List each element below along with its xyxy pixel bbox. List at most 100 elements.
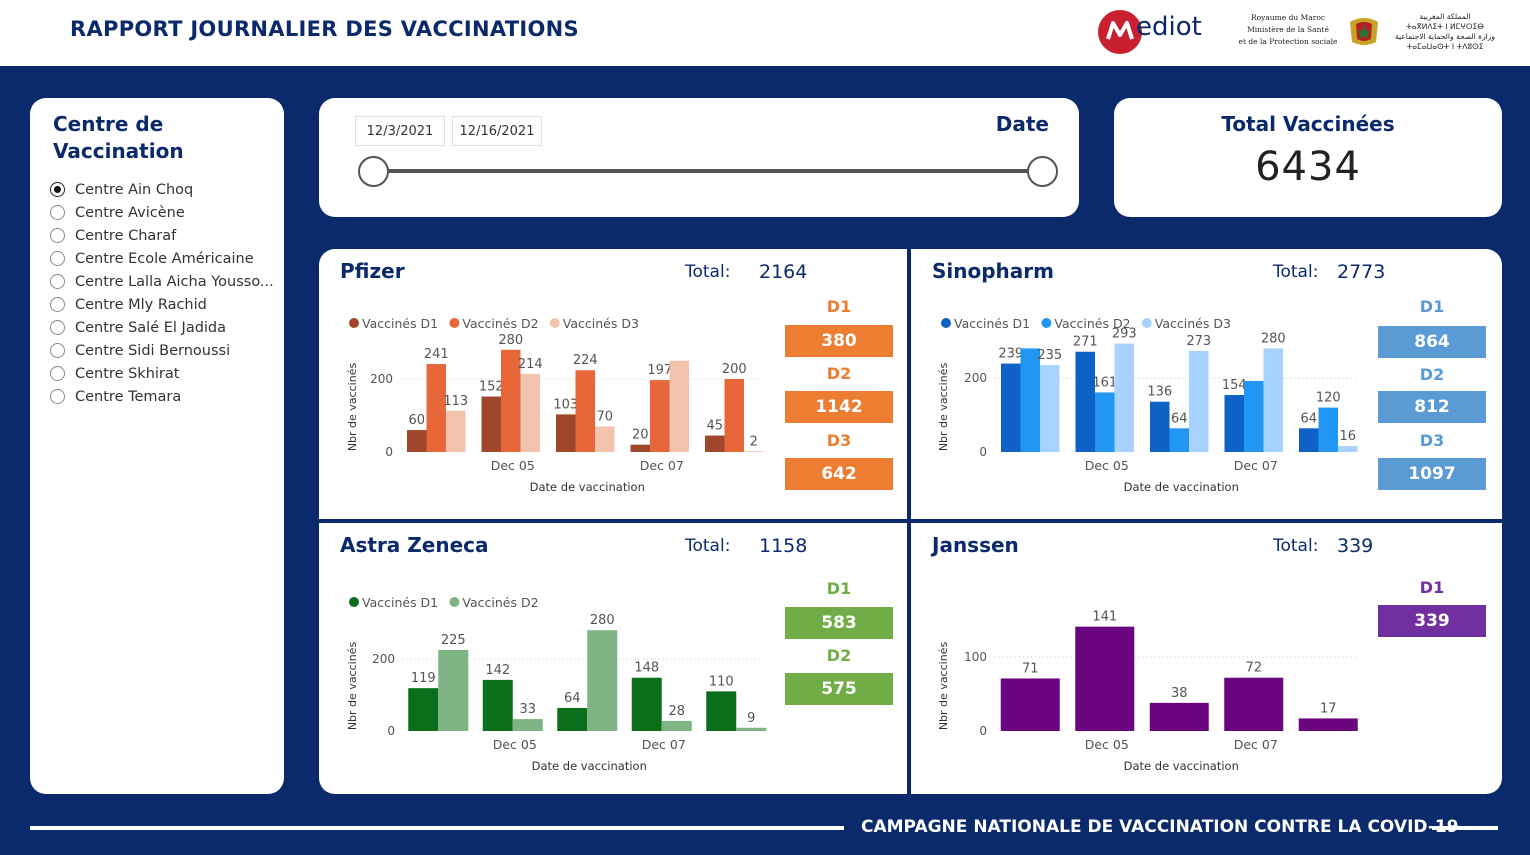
bar xyxy=(426,364,446,452)
header-bar: RAPPORT JOURNALIER DES VACCINATIONS edio… xyxy=(0,0,1530,66)
legend-marker-icon xyxy=(1141,318,1152,328)
data-label: 64 xyxy=(1171,411,1188,426)
data-label: 119 xyxy=(411,671,436,686)
sinopharm-total-label: Total: xyxy=(1273,262,1319,282)
y-axis-label: Nbr de vaccinés xyxy=(346,642,359,731)
y-axis-label: Nbr de vaccinés xyxy=(937,642,950,731)
date-slider-track[interactable] xyxy=(374,169,1044,173)
bar xyxy=(481,396,501,452)
bar xyxy=(1224,395,1244,452)
legend-label: Vaccinés D2 xyxy=(462,316,538,331)
ministry-logo-text: Royaume du Maroc Ministère de la Santé e… xyxy=(1238,13,1338,46)
data-label: 2 xyxy=(750,434,758,449)
pfizer-d2-value: 1142 xyxy=(785,391,893,423)
bar xyxy=(1298,718,1358,731)
bar xyxy=(1075,351,1095,452)
bar xyxy=(1244,380,1264,452)
legend-marker-icon xyxy=(1041,318,1052,328)
x-axis-label: Date de vaccination xyxy=(1124,759,1239,773)
astra-d2-label: D2 xyxy=(826,646,852,665)
x-tick-label: Dec 07 xyxy=(1234,458,1278,473)
bar xyxy=(587,630,618,731)
radio-button-icon[interactable] xyxy=(50,320,65,335)
x-axis-label: Date de vaccination xyxy=(530,480,645,494)
y-tick-label: 0 xyxy=(979,445,987,459)
radio-button-icon[interactable] xyxy=(50,274,65,289)
y-tick-label: 0 xyxy=(979,724,987,738)
astra-d1-label: D1 xyxy=(826,579,852,598)
x-tick-label: Dec 05 xyxy=(1085,458,1129,473)
bar xyxy=(408,688,439,731)
data-label: 38 xyxy=(1171,686,1188,701)
date-slicer-card: 12/3/2021 12/16/2021 Date xyxy=(319,98,1079,217)
astra-title: Astra Zeneca xyxy=(340,533,489,557)
center-option[interactable]: Centre Skhirat xyxy=(50,362,280,385)
data-label: 239 xyxy=(998,347,1023,362)
center-option[interactable]: Centre Ain Choq xyxy=(50,178,280,201)
radio-button-icon[interactable] xyxy=(50,182,65,197)
bar xyxy=(661,720,692,731)
center-option[interactable]: Centre Temara xyxy=(50,385,280,408)
x-tick-label: Dec 07 xyxy=(642,737,686,752)
bar xyxy=(1149,702,1209,731)
bar xyxy=(557,707,588,731)
x-axis-label: Date de vaccination xyxy=(1124,480,1239,494)
bar xyxy=(575,370,595,452)
data-label: 9 xyxy=(747,711,755,726)
start-date-input[interactable]: 12/3/2021 xyxy=(355,116,445,146)
data-label: 225 xyxy=(441,633,466,648)
janssen-panel: 0 100 Nbr de vaccinés Date de vaccination De… xyxy=(911,523,1502,794)
center-option[interactable]: Centre Mly Rachid xyxy=(50,293,280,316)
radio-button-icon[interactable] xyxy=(50,343,65,358)
center-option[interactable]: Centre Charaf xyxy=(50,224,280,247)
data-label: 64 xyxy=(564,691,581,706)
center-option-label: Centre Skhirat xyxy=(75,365,180,382)
data-label: 214 xyxy=(518,357,543,372)
pfizer-d1-label: D1 xyxy=(826,297,852,316)
end-date-input[interactable]: 12/16/2021 xyxy=(452,116,542,146)
center-option[interactable]: Centre Ecole Américaine xyxy=(50,247,280,270)
y-axis-label: Nbr de vaccinés xyxy=(346,363,359,452)
date-slider-start-handle[interactable] xyxy=(358,156,389,187)
data-label: 197 xyxy=(647,363,672,378)
center-option[interactable]: Centre Avicène xyxy=(50,201,280,224)
bar xyxy=(1114,343,1134,452)
bar xyxy=(407,430,427,452)
legend-marker-icon xyxy=(349,318,359,328)
pfizer-total-value: 2164 xyxy=(759,261,808,283)
janssen-title: Janssen xyxy=(932,533,1019,557)
bar xyxy=(1001,363,1021,452)
bar xyxy=(706,691,737,731)
sinopharm-title: Sinopharm xyxy=(932,259,1054,283)
total-vaccinated-label: Total Vaccinées xyxy=(1221,112,1395,136)
bar xyxy=(1299,428,1319,452)
radio-button-icon[interactable] xyxy=(50,251,65,266)
x-tick-label: Dec 07 xyxy=(1234,737,1278,752)
center-list: Centre Ain Choq Centre Avicène Centre Char… xyxy=(50,178,280,408)
center-slicer-card: Centre de Vaccination Centre Ain Choq Cen… xyxy=(30,98,284,794)
y-tick-label: 200 xyxy=(370,372,393,386)
data-label: 71 xyxy=(1022,661,1039,676)
data-label: 70 xyxy=(596,409,613,424)
janssen-total-label: Total: xyxy=(1273,536,1319,556)
radio-button-icon[interactable] xyxy=(50,366,65,381)
y-tick-label: 0 xyxy=(385,445,393,459)
radio-button-icon[interactable] xyxy=(50,297,65,312)
x-tick-label: Dec 05 xyxy=(1085,737,1129,752)
radio-button-icon[interactable] xyxy=(50,228,65,243)
data-label: 28 xyxy=(668,704,685,719)
y-tick-label: 100 xyxy=(964,650,987,664)
center-option[interactable]: Centre Salé El Jadida xyxy=(50,316,280,339)
radio-button-icon[interactable] xyxy=(50,389,65,404)
astra-d2-value: 575 xyxy=(785,673,893,705)
date-slider-end-handle[interactable] xyxy=(1027,156,1058,187)
center-option[interactable]: Centre Sidi Bernoussi xyxy=(50,339,280,362)
center-option[interactable]: Centre Lalla Aicha Yousso... xyxy=(50,270,280,293)
pfizer-d3-label: D3 xyxy=(826,431,852,450)
bar xyxy=(744,451,764,452)
bar xyxy=(501,349,521,452)
bar xyxy=(1075,626,1135,731)
sinopharm-d3-label: D3 xyxy=(1419,431,1445,450)
radio-button-icon[interactable] xyxy=(50,205,65,220)
y-tick-label: 200 xyxy=(964,371,987,385)
